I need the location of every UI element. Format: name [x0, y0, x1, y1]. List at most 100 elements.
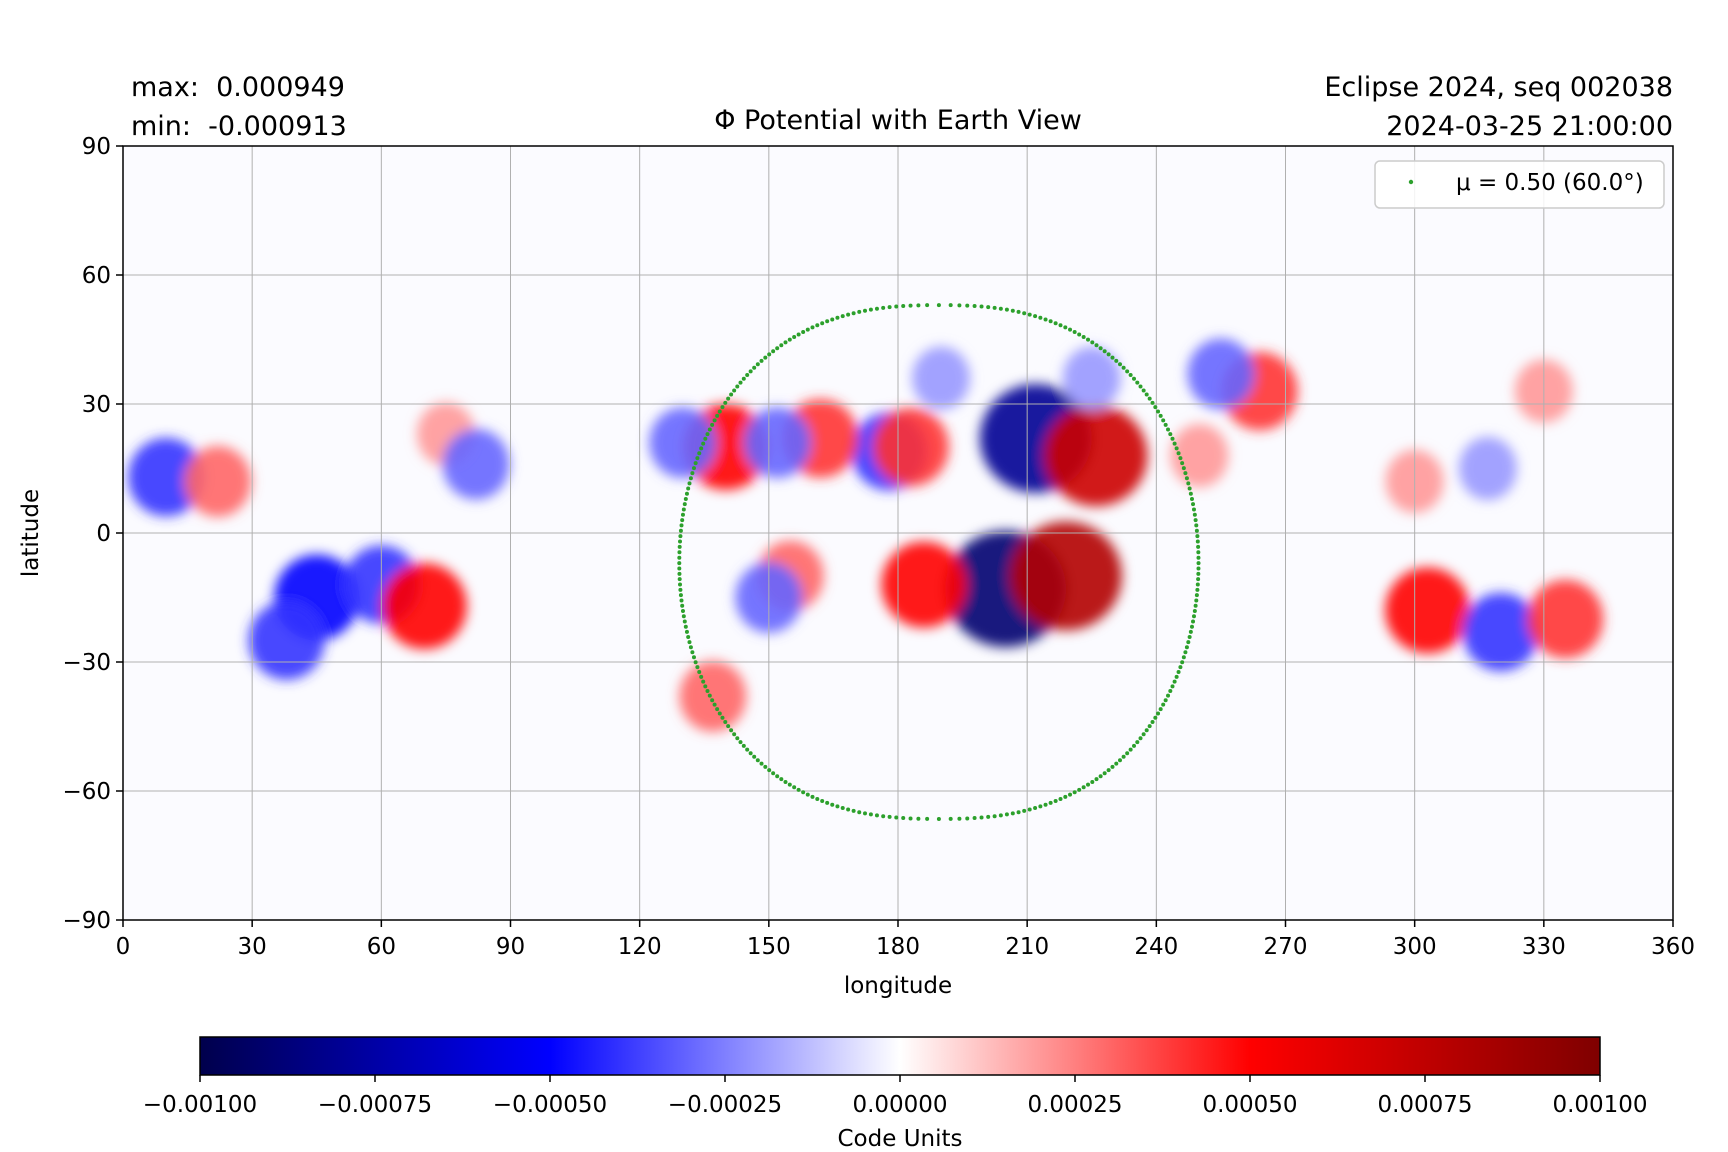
contour-point: [752, 754, 757, 759]
heatmap-field: [128, 338, 1604, 732]
contour-point: [787, 337, 792, 342]
heatmap-feature: [912, 346, 971, 410]
contour-point: [1163, 698, 1168, 703]
contour-point: [851, 311, 856, 316]
colorbar-tick-label: −0.00075: [318, 1092, 432, 1118]
contour-point: [1010, 308, 1015, 313]
contour-point: [691, 466, 696, 471]
contour-point: [697, 670, 702, 675]
contour-point: [678, 528, 683, 533]
contour-point: [1184, 645, 1189, 650]
contour-point: [1168, 432, 1173, 437]
colorbar-tick-label: 0.00050: [1202, 1092, 1297, 1118]
contour-point: [1090, 340, 1095, 345]
contour-point: [1110, 764, 1115, 769]
contour-point: [677, 566, 682, 571]
datetime-label: 2024-03-25 21:00:00: [1386, 111, 1673, 142]
contour-point: [1156, 711, 1161, 716]
contour-point: [796, 787, 801, 792]
contour-point: [1038, 315, 1043, 320]
legend-label: μ = 0.50 (60.0°): [1456, 170, 1644, 196]
contour-point: [755, 362, 760, 367]
contour-point: [1053, 798, 1058, 803]
contour-point: [887, 814, 892, 819]
heatmap-feature: [1044, 405, 1148, 507]
contour-point: [863, 811, 868, 816]
contour-point: [678, 539, 683, 544]
contour-point: [1141, 388, 1146, 393]
contour-point: [771, 771, 776, 776]
contour-point: [1193, 603, 1198, 608]
contour-point: [732, 388, 737, 393]
contour-point: [1174, 446, 1179, 451]
contour-point: [767, 768, 772, 773]
contour-point: [1196, 571, 1201, 576]
contour-point: [682, 502, 687, 507]
contour-point: [687, 481, 692, 486]
contour-point: [1086, 782, 1091, 787]
contour-point: [735, 736, 740, 741]
contour-point: [680, 609, 685, 614]
contour-point: [748, 369, 753, 374]
contour-point: [801, 790, 806, 795]
contour-point: [1191, 614, 1196, 619]
contour-point: [710, 698, 715, 703]
contour-point: [1196, 550, 1201, 555]
contour-point: [783, 779, 788, 784]
contour-point: [857, 309, 862, 314]
heatmap-feature: [381, 563, 467, 650]
contour-point: [741, 376, 746, 381]
contour-point: [1196, 566, 1201, 571]
contour-point: [1150, 720, 1155, 725]
contour-point: [677, 555, 682, 560]
contour-point: [936, 816, 941, 821]
contour-point: [691, 655, 696, 660]
legend: μ = 0.50 (60.0°): [1374, 160, 1665, 209]
contour-point: [715, 707, 720, 712]
colorbar-tick-label: 0.00025: [1027, 1092, 1122, 1118]
contour-point: [1063, 794, 1068, 799]
contour-point: [1135, 740, 1140, 745]
heatmap-feature: [184, 446, 252, 517]
contour-point: [680, 518, 685, 523]
contour-point: [881, 305, 886, 310]
contour-point: [1161, 418, 1166, 423]
y-tick-label: 0: [96, 521, 111, 547]
contour-point: [763, 355, 768, 360]
contour-point: [1191, 502, 1196, 507]
contour-point: [686, 635, 691, 640]
contour-point: [1181, 466, 1186, 471]
heatmap-feature: [679, 661, 747, 732]
contour-point: [820, 321, 825, 326]
contour-point: [846, 807, 851, 812]
contour-point: [1098, 346, 1103, 351]
contour-point: [678, 534, 683, 539]
contour-point: [763, 764, 768, 769]
contour-point: [767, 352, 772, 357]
earth-view-contour: [677, 303, 1201, 821]
contour-point: [835, 804, 840, 809]
contour-point: [681, 507, 686, 512]
x-tick-label: 30: [238, 934, 267, 960]
y-axis-ticks: 90 60 30 0 −30 −60 −90: [62, 134, 123, 934]
contour-point: [948, 816, 953, 821]
contour-point: [775, 774, 780, 779]
contour-point: [1016, 810, 1021, 815]
contour-point: [1191, 507, 1196, 512]
contour-point: [1027, 312, 1032, 317]
contour-point: [677, 561, 682, 566]
contour-point: [1114, 358, 1119, 363]
contour-point: [1063, 325, 1068, 330]
contour-point: [1132, 743, 1137, 748]
colorbar-tick-label: −0.00050: [493, 1092, 607, 1118]
contour-point: [1188, 491, 1193, 496]
contour-point: [881, 814, 886, 819]
x-tick-label: 210: [1005, 934, 1049, 960]
contour-point: [1180, 461, 1185, 466]
contour-point: [715, 413, 720, 418]
contour-point: [1147, 396, 1152, 401]
contour-point: [1022, 808, 1027, 813]
contour-point: [678, 587, 683, 592]
contour-point: [1102, 349, 1107, 354]
contour-point: [1022, 311, 1027, 316]
